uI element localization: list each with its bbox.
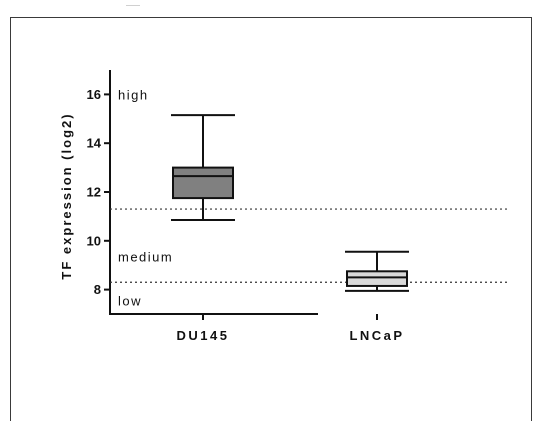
y-tick-label: 12 — [87, 185, 101, 200]
y-axis-title: TF expression (log2) — [59, 112, 74, 279]
x-category-label: DU145 — [177, 328, 230, 343]
x-category-label: LNCaP — [349, 328, 404, 343]
level-annotation: low — [118, 294, 142, 309]
y-tick-label: 16 — [87, 87, 101, 102]
level-annotation: high — [118, 87, 149, 102]
level-annotation: medium — [118, 250, 173, 265]
box-iqr — [172, 166, 234, 200]
y-tick-label: 8 — [94, 282, 101, 297]
y-tick-label: 10 — [87, 233, 101, 248]
box-iqr — [346, 270, 408, 287]
y-tick-label: 14 — [87, 136, 102, 151]
figure-frame — [10, 17, 532, 421]
top-edge-mark — [126, 5, 140, 6]
